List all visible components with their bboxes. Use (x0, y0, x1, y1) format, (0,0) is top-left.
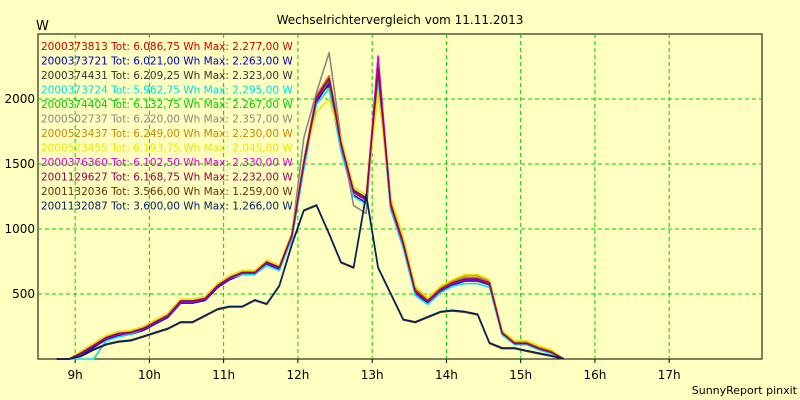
legend-entry-11: 2001132036 Tot: 3.566,00 Wh Max: 1.259,0… (41, 186, 293, 198)
legend-entry-4: 2000373724 Tot: 5.962,75 Wh Max: 2.295,0… (41, 85, 293, 97)
legend-entry-5: 2000374404 Tot: 6.132,75 Wh Max: 2.267,0… (41, 99, 293, 111)
x-tick-label: 16h (583, 368, 606, 382)
x-tick-label: 13h (361, 368, 384, 382)
x-tick-label: 12h (286, 368, 309, 382)
y-axis-ticks: 500 1000 1500 2000 (4, 92, 35, 301)
y-tick-label: 1500 (4, 157, 35, 171)
legend-entry-9: 2000376360 Tot: 6.102,50 Wh Max: 2.330,0… (41, 157, 293, 169)
plot-area (37, 33, 763, 360)
legend-entry-2: 2000373721 Tot: 6.021,00 Wh Max: 2.263,0… (41, 56, 293, 68)
legend-entry-6: 2000502737 Tot: 6.220,00 Wh Max: 2.357,0… (41, 114, 293, 126)
legend-entry-12: 2001132087 Tot: 3.600,00 Wh Max: 1.266,0… (41, 201, 293, 213)
footer-credit: SunnyReport pinxit (692, 384, 798, 397)
legend-entry-8: 2000523455 Tot: 6.193,75 Wh Max: 2.045,0… (41, 143, 293, 155)
series-lines (56, 51, 565, 360)
legend-entry-7: 2000523437 Tot: 6.249,00 Wh Max: 2.230,0… (41, 128, 293, 140)
legend-entry-10: 2001129627 Tot: 6.168,75 Wh Max: 2.232,0… (41, 172, 293, 184)
y-axis-label: W (36, 19, 49, 34)
chart-title: Wechselrichtervergleich vom 11.11.2013 (277, 13, 524, 27)
grid-lines (38, 34, 762, 359)
x-tick-label: 17h (658, 368, 681, 382)
x-tick-label: 15h (509, 368, 532, 382)
series-line-12 (56, 193, 564, 360)
series-line-10 (56, 68, 565, 360)
x-tick-label: 14h (435, 368, 458, 382)
y-tick-label: 2000 (4, 92, 35, 106)
legend-entry-1: 2000373813 Tot: 6.086,75 Wh Max: 2.277,0… (41, 41, 293, 53)
y-tick-label: 1000 (4, 222, 35, 236)
x-axis-ticks: 9h 10h 11h 12h 13h 14h 15h 16h 17h (68, 359, 681, 382)
x-tick-label: 10h (138, 368, 161, 382)
y-tick-label: 500 (12, 287, 35, 301)
x-tick-label: 9h (68, 368, 83, 382)
x-tick-label: 11h (212, 368, 235, 382)
legend-entry-3: 2000374431 Tot: 6.209,25 Wh Max: 2.323,0… (41, 70, 293, 82)
series-line-8 (56, 92, 565, 360)
legend: 2000373813 Tot: 6.086,75 Wh Max: 2.277,0… (41, 41, 293, 213)
